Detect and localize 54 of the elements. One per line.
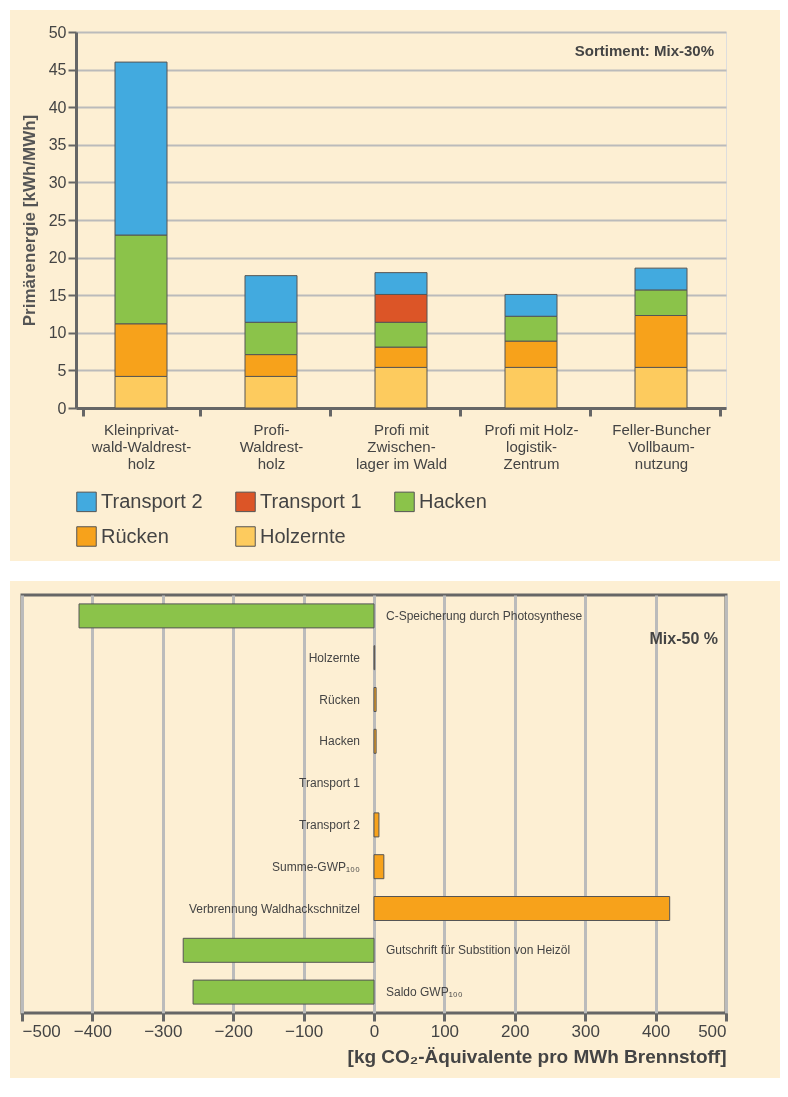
y-tick-label: 0 (57, 399, 67, 417)
category-label: Saldo GWP₁₀₀ (386, 985, 463, 1000)
x-tick-label: 400 (641, 1021, 671, 1041)
x-tick-label: −200 (214, 1021, 253, 1041)
bar (373, 687, 377, 712)
x-tick-label: 0 (369, 1021, 380, 1041)
category-label: Summe-GWP₁₀₀ (271, 859, 360, 874)
y-tick-label: 30 (48, 173, 67, 191)
category-label: Hacken (319, 734, 360, 749)
x-tick-label: 100 (430, 1021, 460, 1041)
bar (192, 979, 375, 1005)
x-tick-label: Feller-Buncher Vollbaum- nutzung (612, 420, 711, 472)
y-tick-label: 20 (48, 249, 67, 267)
bar (373, 896, 671, 921)
x-tick-label: −500 (22, 1021, 61, 1041)
category-label: Gutschrift für Substition von Heizöl (386, 943, 571, 958)
category-label: Holzernte (308, 650, 360, 665)
x-tick-label: 500 (698, 1021, 727, 1041)
legend-label: Holzernte (260, 524, 346, 547)
legend-label: Transport 1 (260, 489, 362, 512)
x-tick-label: −300 (144, 1021, 183, 1041)
x-axis-title: [kg CO₂-Äquivalente pro MWh Brennstoff] (347, 1045, 727, 1067)
bar (373, 854, 385, 880)
y-axis-title: Primärenergie [kWh/MWh] (19, 114, 39, 327)
y-tick-label: 25 (48, 211, 67, 229)
legend-label: Transport 2 (101, 489, 203, 512)
x-tick-label: −100 (284, 1021, 324, 1041)
legend-label: Rücken (101, 524, 169, 547)
x-tick-label: 300 (571, 1021, 600, 1041)
annotation: Sortiment: Mix-30% (574, 42, 714, 59)
x-tick-label: Profi mit Holz- logistik- Zentrum (484, 420, 579, 472)
bar (78, 603, 375, 629)
category-label: Verbrennung Waldhackschnitzel (189, 901, 360, 916)
y-tick-label: 35 (48, 136, 67, 154)
x-tick-label: Profi- Waldrest- holz (239, 420, 304, 472)
category-label: Transport 2 (299, 817, 360, 832)
bar (373, 728, 377, 754)
y-tick-label: 50 (48, 23, 67, 41)
category-label: Transport 1 (299, 776, 360, 791)
y-tick-label: 15 (48, 286, 67, 304)
x-tick-label: Kleinprivat- wald-Waldrest- holz (90, 420, 192, 472)
bar (182, 937, 375, 963)
category-label: Rücken (319, 692, 360, 707)
annotation: Mix-50 % (649, 630, 718, 647)
y-tick-label: 10 (48, 324, 67, 342)
y-tick-label: 40 (48, 98, 67, 116)
bar (373, 812, 380, 838)
y-tick-label: 45 (48, 61, 67, 79)
category-label: C-Speicherung durch Photosynthese (386, 608, 583, 623)
y-tick-label: 5 (57, 361, 67, 379)
x-tick-label: 200 (501, 1021, 530, 1041)
legend-label: Hacken (419, 489, 487, 512)
x-tick-label: Profi mit Zwischen- lager im Wald (355, 420, 448, 472)
x-tick-label: −400 (73, 1021, 113, 1041)
